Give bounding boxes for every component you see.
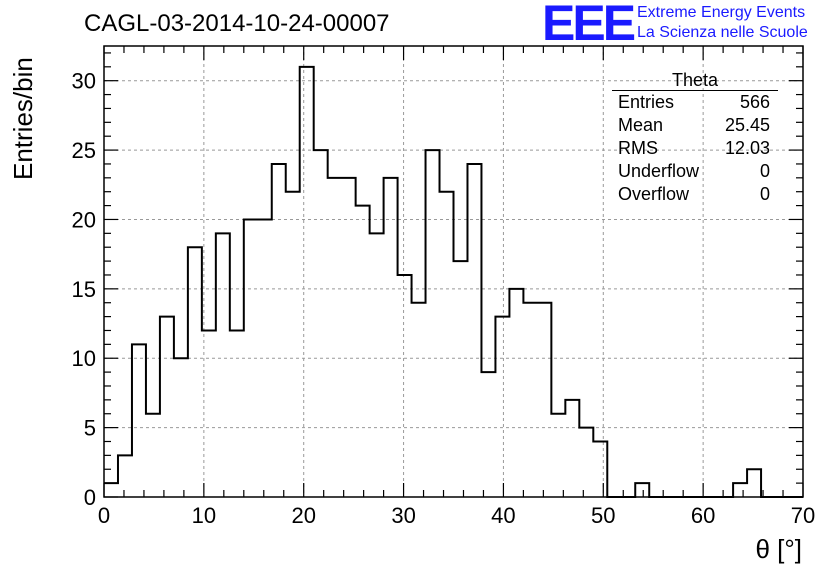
x-tick-label: 30 xyxy=(391,503,415,528)
x-tick-label: 10 xyxy=(192,503,216,528)
logo-line-1: Extreme Energy Events xyxy=(637,4,806,21)
grid-lines xyxy=(104,46,803,497)
x-tick-label: 40 xyxy=(491,503,515,528)
plot-frame xyxy=(103,45,804,498)
stats-label: Entries xyxy=(618,92,675,112)
stats-row-overflow: Overflow 0 xyxy=(610,183,778,206)
stats-title: Theta xyxy=(612,70,778,91)
stats-value: 12.03 xyxy=(724,138,770,158)
stats-label: RMS xyxy=(618,138,658,158)
chart-title: CAGL-03-2014-10-24-00007 xyxy=(84,10,390,37)
stats-label: Underflow xyxy=(618,161,700,181)
stats-row-underflow: Underflow 0 xyxy=(610,160,778,183)
x-tick-label: 20 xyxy=(291,503,315,528)
y-tick-label: 5 xyxy=(84,416,96,441)
y-tick-label: 30 xyxy=(72,69,96,94)
stats-label: Mean xyxy=(618,115,664,135)
x-tick-label: 70 xyxy=(791,503,815,528)
y-tick-label: 0 xyxy=(84,485,96,510)
stats-box: Theta Entries 566 Mean 25.45 RMS 12.03 U… xyxy=(610,70,778,206)
histogram-line xyxy=(104,65,803,498)
stats-value: 25.45 xyxy=(724,115,770,135)
eee-logo: EEE Extreme Energy Events La Scienza nel… xyxy=(540,0,830,51)
logo-mark: EEE xyxy=(542,0,636,51)
stats-value: 566 xyxy=(739,92,770,112)
y-tick-label: 10 xyxy=(72,346,96,371)
stats-value: 0 xyxy=(759,161,770,181)
stats-row-rms: RMS 12.03 xyxy=(610,137,778,160)
tick-labels: 0 10 20 30 40 50 60 70 0 5 10 15 20 25 30 xyxy=(72,69,816,528)
stats-value: 0 xyxy=(759,184,770,204)
stats-row-mean: Mean 25.45 xyxy=(610,114,778,137)
x-tick-label: 0 xyxy=(98,503,110,528)
logo-line-2: La Scienza nelle Scuole xyxy=(637,24,808,41)
y-tick-label: 20 xyxy=(72,207,96,232)
x-axis-label: θ [°] xyxy=(755,534,802,564)
stats-label: Overflow xyxy=(618,184,690,204)
stats-row-entries: Entries 566 xyxy=(610,91,778,114)
x-tick-label: 50 xyxy=(591,503,615,528)
x-tick-label: 60 xyxy=(691,503,715,528)
y-tick-label: 25 xyxy=(72,138,96,163)
axis-ticks xyxy=(103,46,804,498)
y-tick-label: 15 xyxy=(72,277,96,302)
y-axis-label: Entries/bin xyxy=(8,57,38,180)
